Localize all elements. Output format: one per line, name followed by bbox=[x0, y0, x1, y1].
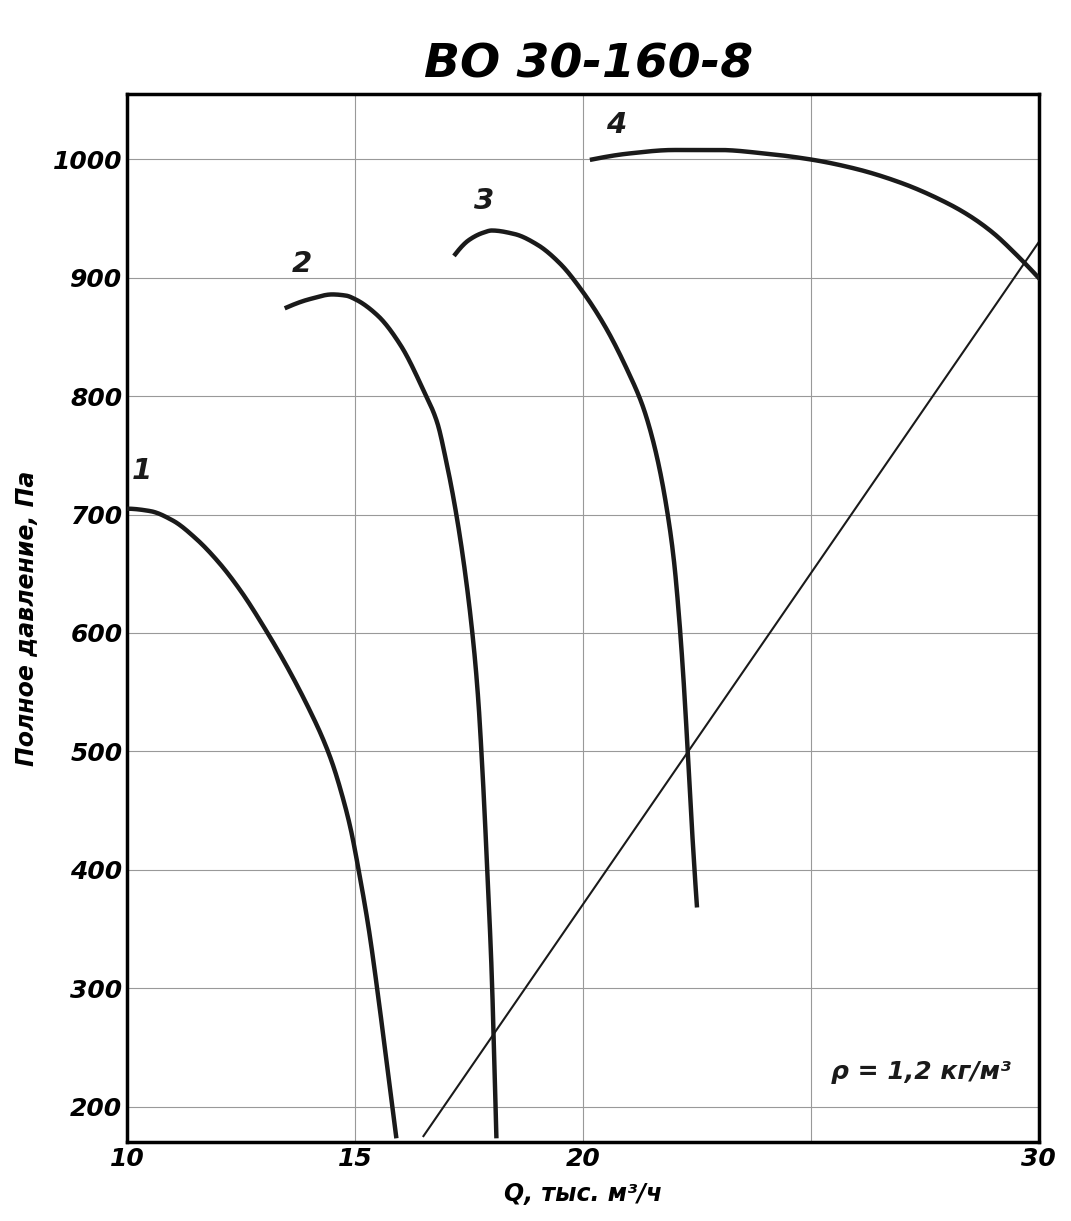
Text: 3: 3 bbox=[473, 187, 494, 215]
Text: 4: 4 bbox=[606, 111, 625, 139]
Y-axis label: Полное давление, Па: Полное давление, Па bbox=[15, 470, 39, 766]
Text: 2: 2 bbox=[291, 250, 312, 278]
Text: ВО 30-160-8: ВО 30-160-8 bbox=[424, 43, 754, 88]
Text: ρ = 1,2 кг/м³: ρ = 1,2 кг/м³ bbox=[831, 1060, 1011, 1084]
Text: 1: 1 bbox=[132, 457, 152, 485]
X-axis label: Q, тыс. м³/ч: Q, тыс. м³/ч bbox=[503, 1182, 662, 1206]
